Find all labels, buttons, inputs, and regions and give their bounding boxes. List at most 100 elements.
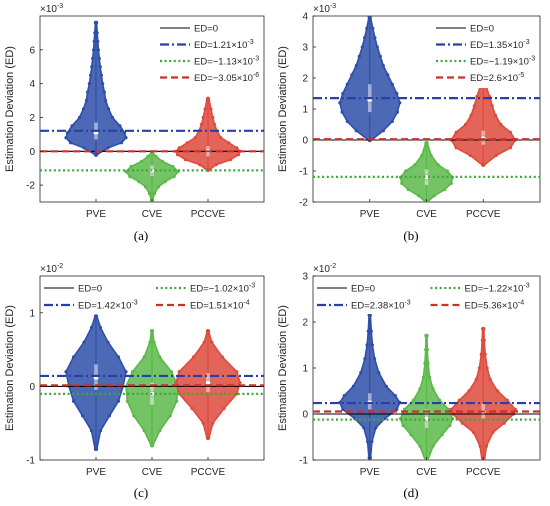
sample-point <box>90 65 94 69</box>
sample-point <box>378 54 382 58</box>
sample-point <box>210 340 214 344</box>
legend-label-exponent: -3 <box>404 300 410 307</box>
sample-point <box>363 36 367 40</box>
whisker-max-point <box>481 326 486 332</box>
sample-point <box>445 169 449 173</box>
violin-pve <box>338 312 402 460</box>
sample-point <box>365 26 369 30</box>
x-tick-label: PCCVE <box>466 467 501 478</box>
sample-point <box>436 163 440 167</box>
sample-point <box>363 357 367 361</box>
sample-point <box>460 421 464 425</box>
y-tick-label: 2 <box>302 318 308 329</box>
sample-point <box>341 91 345 96</box>
x-tick-label: PVE <box>86 209 106 220</box>
sample-point <box>200 122 204 126</box>
sample-point <box>366 440 370 444</box>
legend: ED=0 ED=1.21×10-3 ED=−1.13×10-3 ED=−3.05×10… <box>156 18 262 88</box>
sample-point <box>496 389 500 393</box>
sample-point <box>65 131 70 135</box>
violin-cve <box>124 150 180 202</box>
plot-contents <box>313 312 540 460</box>
axis-exponent-power: -3 <box>330 3 336 10</box>
sample-point <box>494 153 498 158</box>
sample-point <box>89 325 94 330</box>
sample-point <box>400 181 404 185</box>
sample-point <box>96 48 100 52</box>
chart-panel-c: -1 0 1 PVE CVE PCCVE ×10-2 Estimation Deviation… <box>4 263 265 500</box>
sample-point <box>202 340 206 344</box>
sample-point <box>413 163 417 167</box>
sample-point <box>201 421 205 425</box>
whisker-min-point <box>149 443 155 448</box>
sample-point <box>449 181 453 185</box>
sample-point <box>417 194 421 198</box>
sample-point <box>104 98 108 103</box>
sample-point <box>447 407 451 411</box>
whisker-min-point <box>205 435 211 441</box>
x-tick-label: CVE <box>416 467 437 478</box>
sample-point <box>499 122 503 127</box>
y-tick-label: 0 <box>302 410 308 421</box>
sample-point <box>228 158 232 162</box>
sample-point <box>220 355 224 359</box>
whisker-max-point <box>149 329 155 334</box>
legend-label-1: ED=1.35×10-3 <box>470 39 530 51</box>
sample-point <box>77 115 82 120</box>
sample-point <box>158 355 162 359</box>
violin-pccve <box>174 96 242 173</box>
sample-point <box>154 154 158 158</box>
sample-point <box>393 394 397 398</box>
y-axis-label: Estimation Deviation (ED) <box>277 46 289 172</box>
axis-exponent-label: ×10-3 <box>313 3 336 15</box>
sample-point <box>395 91 399 96</box>
chart-panel-a: -2 0 2 4 6 PVE CVE PCCVE ×10-3 Estimation Deviati… <box>4 3 265 243</box>
x-tick-label: PVE <box>360 467 380 478</box>
sample-point <box>193 136 197 140</box>
sample-point <box>219 136 223 140</box>
sample-point <box>118 124 122 128</box>
sample-point <box>483 352 487 356</box>
sample-point <box>222 406 226 411</box>
legend-label-exponent: -4 <box>243 300 249 307</box>
y-axis-label: Estimation Deviation (ED) <box>4 46 16 172</box>
sample-point <box>192 355 196 359</box>
plot-contents <box>40 20 264 202</box>
sample-point <box>128 175 132 179</box>
x-tick-label: CVE <box>142 467 163 478</box>
sample-point <box>370 343 374 347</box>
y-tick-label: 3 <box>302 43 308 54</box>
legend: ED=0 ED=2.38×10-3 ED=−1.22×10-3 ED=5.36×10-… <box>317 278 536 314</box>
sample-point <box>342 394 346 398</box>
sample-point <box>354 64 358 68</box>
sample-point <box>86 90 90 94</box>
y-tick-label: 1 <box>29 308 35 319</box>
subfigure-caption: (c) <box>134 485 148 500</box>
sample-point <box>467 389 471 393</box>
sample-point <box>351 384 355 388</box>
whisker-min-point <box>481 162 486 167</box>
violin-pve <box>338 16 402 143</box>
sample-point <box>119 141 124 145</box>
sample-point <box>190 406 194 411</box>
violin-cve <box>398 333 455 460</box>
legend-label-0: ED=0 <box>470 24 494 35</box>
legend-label-exponent: -3 <box>253 56 259 63</box>
sample-point <box>160 159 164 163</box>
sample-point <box>357 54 361 58</box>
whisker-min-point <box>93 446 99 452</box>
sample-point <box>478 444 482 448</box>
sample-point <box>91 56 95 60</box>
sample-point <box>395 110 399 114</box>
sample-point <box>365 343 369 347</box>
sample-point <box>209 107 213 111</box>
y-tick-label: 4 <box>302 12 308 23</box>
sample-point <box>184 158 188 162</box>
sample-point <box>488 377 492 382</box>
x-tick-label: PCCVE <box>466 209 501 220</box>
whisker-max-point <box>205 96 211 102</box>
sample-point <box>373 36 377 40</box>
sample-point <box>402 407 406 411</box>
sample-point <box>185 141 189 145</box>
sample-point <box>163 180 167 184</box>
